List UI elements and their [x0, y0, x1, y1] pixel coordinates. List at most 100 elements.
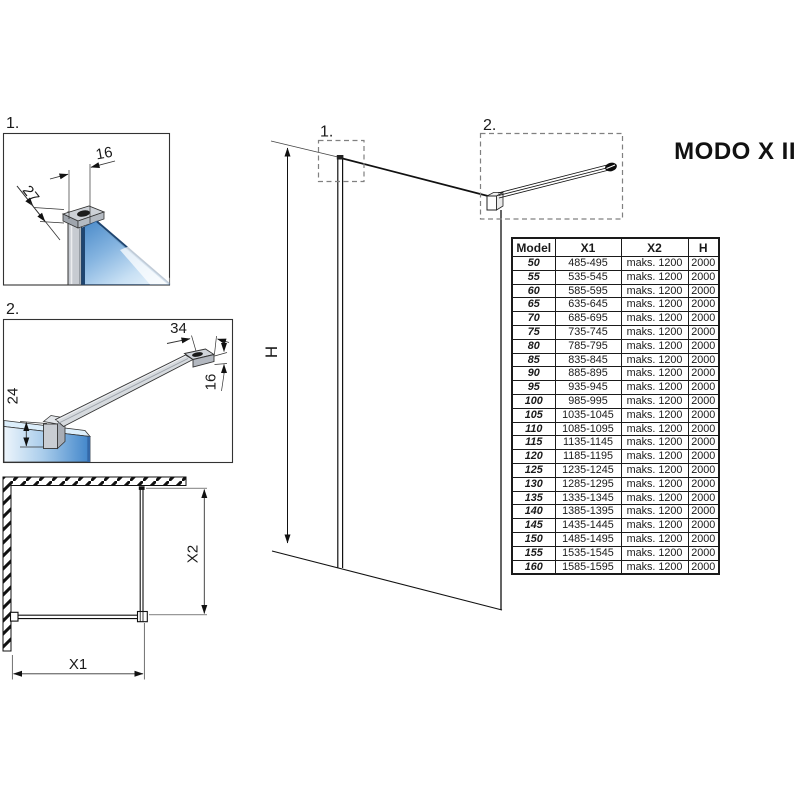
- cell-model: 140: [511, 504, 556, 520]
- table-row: 80 785-795 maks. 1200 2000: [511, 338, 720, 354]
- table-row: 160 1585-1595 maks. 1200 2000: [511, 559, 720, 575]
- table-row: 105 1035-1045 maks. 1200 2000: [511, 407, 720, 423]
- table-row: 100 985-995 maks. 1200 2000: [511, 393, 720, 409]
- cell-x1: 1335-1345: [554, 490, 622, 506]
- cell-x1: 1135-1145: [554, 435, 622, 451]
- table-row: 110 1085-1095 maks. 1200 2000: [511, 421, 720, 437]
- cell-x2: maks. 1200: [620, 324, 689, 340]
- detail-1-label: 1.: [6, 115, 19, 132]
- cell-x2: maks. 1200: [620, 559, 689, 575]
- table-row: 130 1285-1295 maks. 1200 2000: [511, 476, 720, 492]
- cell-x2: maks. 1200: [620, 297, 689, 313]
- col-header-model: Model: [511, 237, 556, 257]
- table-row: 50 485-495 maks. 1200 2000: [511, 256, 720, 271]
- dimension-x2: X2: [146, 487, 208, 616]
- cell-model: 105: [511, 407, 556, 423]
- spec-table-header-row: Model X1 X2 H: [511, 237, 720, 257]
- cell-x2: maks. 1200: [620, 504, 689, 520]
- table-row: 70 685-695 maks. 1200 2000: [511, 311, 720, 326]
- cell-x1: 985-995: [554, 393, 622, 409]
- cell-model: 55: [511, 269, 556, 285]
- dimension-27: 27: [16, 182, 65, 241]
- cell-x1: 1085-1095: [554, 421, 622, 437]
- cell-x1: 685-695: [554, 311, 622, 326]
- cell-model: 145: [511, 518, 556, 533]
- dim-34-value: 34: [170, 320, 187, 337]
- main-elevation-drawing: H 1. 2.: [262, 117, 624, 611]
- cell-model: 50: [511, 256, 556, 271]
- cell-h: 2000: [687, 407, 720, 423]
- cell-x1: 885-895: [554, 366, 622, 382]
- dim-x1-label: X1: [69, 656, 87, 673]
- cell-model: 130: [511, 476, 556, 492]
- callout-1: 1.: [317, 124, 365, 183]
- cell-model: 115: [511, 435, 556, 451]
- cell-model: 120: [511, 449, 556, 464]
- table-row: 155 1535-1545 maks. 1200 2000: [511, 545, 720, 561]
- cell-model: 80: [511, 338, 556, 354]
- detail-1-drawing: 1. 16: [2, 115, 171, 286]
- cell-h: 2000: [687, 545, 720, 561]
- plan-glass-panel: [9, 611, 144, 622]
- dimension-34: 34: [166, 320, 230, 355]
- plan-view-drawing: X2 X1: [2, 476, 208, 680]
- cell-h: 2000: [687, 559, 720, 575]
- cell-x2: maks. 1200: [620, 531, 689, 547]
- spec-table: Model X1 X2 H 50 485-495 maks. 1200 2000 55 5…: [511, 237, 720, 576]
- cell-h: 2000: [687, 518, 720, 533]
- cell-h: 2000: [687, 256, 720, 271]
- cell-x1: 1485-1495: [554, 531, 622, 547]
- cell-h: 2000: [687, 352, 720, 368]
- dimension-x1: X1: [11, 623, 145, 680]
- cell-x1: 1185-1195: [554, 449, 622, 464]
- cell-h: 2000: [687, 324, 720, 340]
- cell-x1: 1385-1395: [554, 504, 622, 520]
- cell-x2: maks. 1200: [620, 311, 689, 326]
- cell-h: 2000: [687, 435, 720, 451]
- table-row: 55 535-545 maks. 1200 2000: [511, 269, 720, 285]
- dim-x2-label: X2: [185, 545, 202, 563]
- cell-model: 85: [511, 352, 556, 368]
- table-row: 145 1435-1445 maks. 1200 2000: [511, 518, 720, 533]
- plan-support-bar: [136, 486, 148, 623]
- cell-model: 60: [511, 283, 556, 299]
- cell-h: 2000: [687, 421, 720, 437]
- table-row: 90 885-895 maks. 1200 2000: [511, 366, 720, 382]
- screw-hole-icon: [77, 210, 90, 217]
- cell-x1: 1235-1245: [554, 462, 622, 478]
- table-row: 65 635-645 maks. 1200 2000: [511, 297, 720, 313]
- dimension-16-bar: 16: [203, 341, 228, 392]
- elevation-arm-bracket: [486, 162, 617, 211]
- dim-16-value: 16: [95, 144, 114, 164]
- cell-x2: maks. 1200: [620, 283, 689, 299]
- glass-pane-graphic: [81, 220, 171, 285]
- cell-x2: maks. 1200: [620, 338, 689, 354]
- cell-x2: maks. 1200: [620, 380, 689, 395]
- cell-model: 70: [511, 311, 556, 326]
- cell-x1: 735-745: [554, 324, 622, 340]
- table-row: 120 1185-1195 maks. 1200 2000: [511, 449, 720, 464]
- cell-h: 2000: [687, 476, 720, 492]
- callout-2: 2.: [479, 117, 624, 220]
- cell-h: 2000: [687, 449, 720, 464]
- dimension-h: H: [262, 140, 343, 544]
- table-row: 135 1335-1345 maks. 1200 2000: [511, 490, 720, 506]
- cell-x2: maks. 1200: [620, 545, 689, 561]
- table-row: 150 1485-1495 maks. 1200 2000: [511, 531, 720, 547]
- detail-2-drawing: 2. 34: [2, 301, 234, 464]
- cell-h: 2000: [687, 297, 720, 313]
- table-row: 75 735-745 maks. 1200 2000: [511, 324, 720, 340]
- wall-profile-graphic: [61, 205, 106, 286]
- spec-table-body: 50 485-495 maks. 1200 2000 55 535-545 maks. 12…: [511, 256, 720, 575]
- cell-model: 75: [511, 324, 556, 340]
- wall-mount-slot-icon: [192, 352, 203, 357]
- cell-x1: 535-545: [554, 269, 622, 285]
- cell-x2: maks. 1200: [620, 421, 689, 437]
- cell-x1: 485-495: [554, 256, 622, 271]
- cell-model: 90: [511, 366, 556, 382]
- cell-h: 2000: [687, 283, 720, 299]
- cell-x2: maks. 1200: [620, 269, 689, 285]
- callout-1-label: 1.: [320, 124, 333, 141]
- cell-x2: maks. 1200: [620, 407, 689, 423]
